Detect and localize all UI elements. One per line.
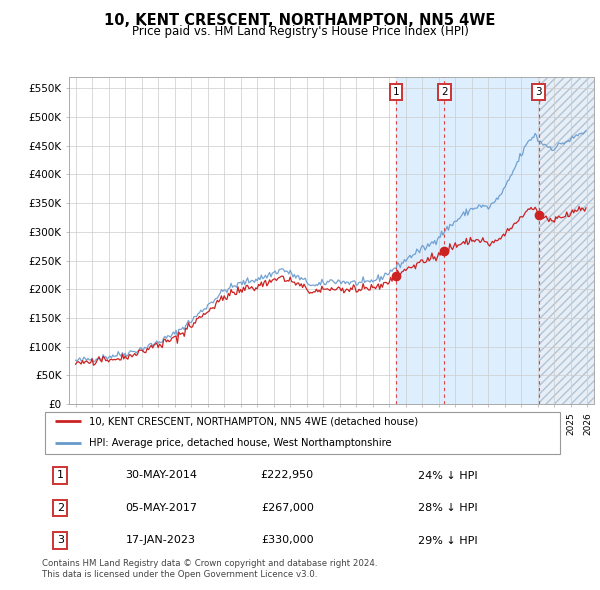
Text: 2: 2 [441,87,448,97]
Text: Price paid vs. HM Land Registry's House Price Index (HPI): Price paid vs. HM Land Registry's House … [131,25,469,38]
Text: HPI: Average price, detached house, West Northamptonshire: HPI: Average price, detached house, West… [89,438,392,448]
Bar [396,77,445,404]
Text: Contains HM Land Registry data © Crown copyright and database right 2024.
This d: Contains HM Land Registry data © Crown c… [42,559,377,579]
Text: 05-MAY-2017: 05-MAY-2017 [125,503,197,513]
Text: 1: 1 [393,87,400,97]
Text: 24% ↓ HPI: 24% ↓ HPI [418,470,478,480]
Text: 10, KENT CRESCENT, NORTHAMPTON, NN5 4WE (detached house): 10, KENT CRESCENT, NORTHAMPTON, NN5 4WE … [89,417,418,427]
Bar [539,77,594,404]
Text: 3: 3 [57,536,64,546]
FancyBboxPatch shape [44,412,560,454]
Text: £267,000: £267,000 [261,503,314,513]
Text: 28% ↓ HPI: 28% ↓ HPI [418,503,478,513]
Text: £222,950: £222,950 [261,470,314,480]
Text: 3: 3 [535,87,542,97]
Text: 10, KENT CRESCENT, NORTHAMPTON, NN5 4WE: 10, KENT CRESCENT, NORTHAMPTON, NN5 4WE [104,13,496,28]
Text: 2: 2 [57,503,64,513]
Text: 1: 1 [57,470,64,480]
Text: 30-MAY-2014: 30-MAY-2014 [125,470,197,480]
Text: 17-JAN-2023: 17-JAN-2023 [125,536,196,546]
Bar [445,77,539,404]
Text: £330,000: £330,000 [261,536,314,546]
Text: 29% ↓ HPI: 29% ↓ HPI [418,536,478,546]
